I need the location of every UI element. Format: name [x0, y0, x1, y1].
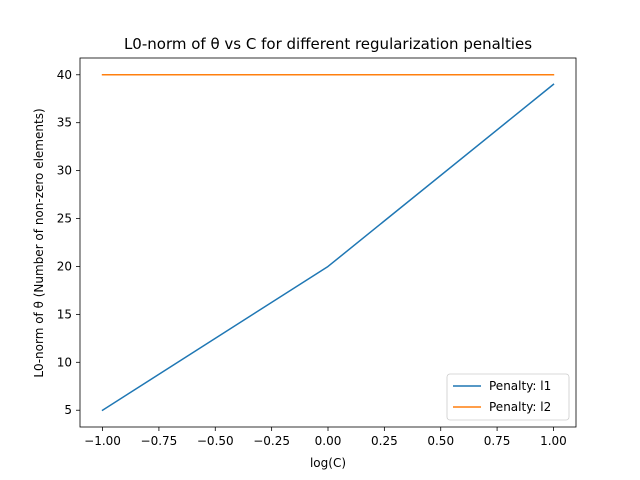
y-tick-label: 30 [57, 164, 72, 178]
x-tick-label: −0.25 [253, 434, 290, 448]
x-tick-label: 0.50 [427, 434, 454, 448]
y-axis-label: L0-norm of θ (Number of non-zero element… [32, 108, 46, 377]
x-tick-label: −1.00 [84, 434, 121, 448]
x-tick-label: 1.00 [540, 434, 567, 448]
x-tick-label: −0.75 [141, 434, 178, 448]
y-tick-label: 20 [57, 259, 72, 273]
y-tick-label: 35 [57, 116, 72, 130]
axes-frame [79, 57, 577, 428]
plot-area: −1.00 −0.75 −0.50 −0.25 0.00 0.25 0.50 0.75 1.00… [57, 57, 577, 448]
chart-title: L0-norm of θ vs C for different regulari… [124, 35, 532, 53]
x-tick-label: 0.00 [315, 434, 342, 448]
y-tick-label: 15 [57, 307, 72, 321]
y-tick-label: 5 [64, 403, 72, 417]
series-line-1 [101, 83, 555, 412]
x-axis-label: log(C) [310, 456, 346, 470]
legend-label-1: Penalty: l1 [489, 379, 551, 393]
x-tick-label: −0.50 [197, 434, 234, 448]
legend: Penalty: l1 Penalty: l2 [446, 373, 570, 421]
x-tick-label: 0.75 [484, 434, 511, 448]
y-tick-label: 40 [57, 68, 72, 82]
y-tick-label: 25 [57, 212, 72, 226]
x-tick-label: 0.25 [371, 434, 398, 448]
legend-label-2: Penalty: l2 [489, 400, 551, 414]
y-tick-label: 10 [57, 355, 72, 369]
